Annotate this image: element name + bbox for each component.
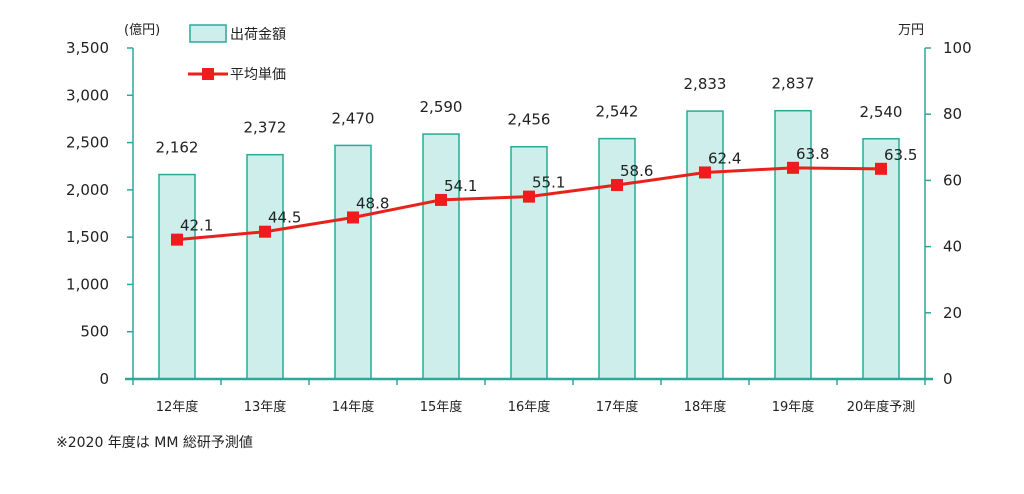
y-tick-label: 500 bbox=[80, 323, 109, 341]
bar-value-label: 2,833 bbox=[684, 75, 727, 93]
y-tick-label: 1,500 bbox=[66, 228, 109, 246]
bar-value-label: 2,837 bbox=[772, 75, 815, 93]
bar-value-label: 2,470 bbox=[332, 109, 375, 127]
bar bbox=[246, 153, 284, 380]
x-tick-label: 15年度 bbox=[420, 399, 463, 415]
x-tick-label: 20年度予測 bbox=[847, 399, 916, 415]
legend-line-label: 平均単価 bbox=[230, 67, 286, 83]
line-marker bbox=[523, 190, 535, 203]
y2-axis-unit-label: 万円 bbox=[898, 23, 924, 38]
y-tick-label: 2,500 bbox=[66, 134, 109, 152]
line-marker bbox=[347, 211, 359, 224]
bar bbox=[862, 138, 900, 380]
axes-group: 0 500 1,000 1,500 2,000 2,500 3,000 3,500 0 20 40 6… bbox=[66, 39, 972, 415]
line-value-label: 63.8 bbox=[796, 145, 829, 163]
line-marker bbox=[611, 179, 623, 192]
bar-value-label: 2,456 bbox=[508, 111, 551, 129]
line-value-label: 44.5 bbox=[268, 209, 301, 227]
y2-tick-label: 100 bbox=[943, 39, 972, 57]
x-tick-label: 19年度 bbox=[772, 399, 815, 415]
line-value-label: 63.5 bbox=[884, 146, 917, 164]
x-tick-label: 13年度 bbox=[244, 399, 287, 415]
legend-bar-swatch bbox=[189, 24, 227, 43]
line-marker bbox=[435, 193, 447, 206]
line-group bbox=[171, 161, 887, 246]
bars-group bbox=[158, 109, 900, 380]
x-tick-label: 17年度 bbox=[596, 399, 639, 415]
y-tick-label: 1,000 bbox=[66, 275, 109, 293]
bar bbox=[510, 145, 548, 380]
y2-tick-label: 80 bbox=[943, 105, 962, 123]
footnote: ※2020 年度は MM 総研予測値 bbox=[56, 435, 253, 451]
bar bbox=[598, 137, 636, 380]
y2-tick-label: 20 bbox=[943, 304, 962, 322]
y2-tick-label: 60 bbox=[943, 171, 962, 189]
line-marker bbox=[171, 233, 183, 246]
bar-value-label: 2,540 bbox=[860, 103, 903, 121]
bar-value-label: 2,590 bbox=[420, 98, 463, 116]
line-value-label: 42.1 bbox=[180, 217, 213, 235]
legend-line-marker bbox=[202, 68, 214, 80]
y-tick-label: 0 bbox=[99, 370, 109, 388]
bar-value-label: 2,542 bbox=[596, 103, 639, 121]
line-value-label: 54.1 bbox=[444, 177, 477, 195]
line-value-label: 48.8 bbox=[356, 194, 389, 212]
line-marker bbox=[875, 162, 887, 175]
x-tick-label: 16年度 bbox=[508, 399, 551, 415]
bar bbox=[774, 109, 812, 380]
bar bbox=[158, 173, 196, 380]
x-tick-label: 18年度 bbox=[684, 399, 727, 415]
line-value-label: 62.4 bbox=[708, 149, 741, 167]
line-marker bbox=[699, 166, 711, 179]
line-marker bbox=[259, 225, 271, 238]
y2-tick-label: 40 bbox=[943, 238, 962, 256]
y2-tick-label: 0 bbox=[943, 370, 953, 388]
bar bbox=[422, 133, 460, 380]
y-tick-label: 3,500 bbox=[66, 39, 109, 57]
bar-value-label: 2,372 bbox=[244, 119, 287, 137]
legend: 出荷金額 平均単価 bbox=[188, 24, 286, 83]
x-tick-label: 14年度 bbox=[332, 399, 375, 415]
y-tick-label: 2,000 bbox=[66, 181, 109, 199]
y-tick-label: 3,000 bbox=[66, 86, 109, 104]
bar bbox=[334, 144, 372, 380]
legend-bar-label: 出荷金額 bbox=[230, 27, 286, 43]
line-value-label: 55.1 bbox=[532, 174, 565, 192]
y-axis-unit-label: (億円) bbox=[124, 22, 160, 38]
line-value-label: 58.6 bbox=[620, 162, 653, 180]
x-tick-label: 12年度 bbox=[156, 399, 199, 415]
bar-value-label: 2,162 bbox=[156, 139, 199, 157]
line-marker bbox=[787, 161, 799, 174]
labels-group: 2,162 2,372 2,470 2,590 2,456 2,542 2,833 2,837… bbox=[156, 75, 918, 235]
